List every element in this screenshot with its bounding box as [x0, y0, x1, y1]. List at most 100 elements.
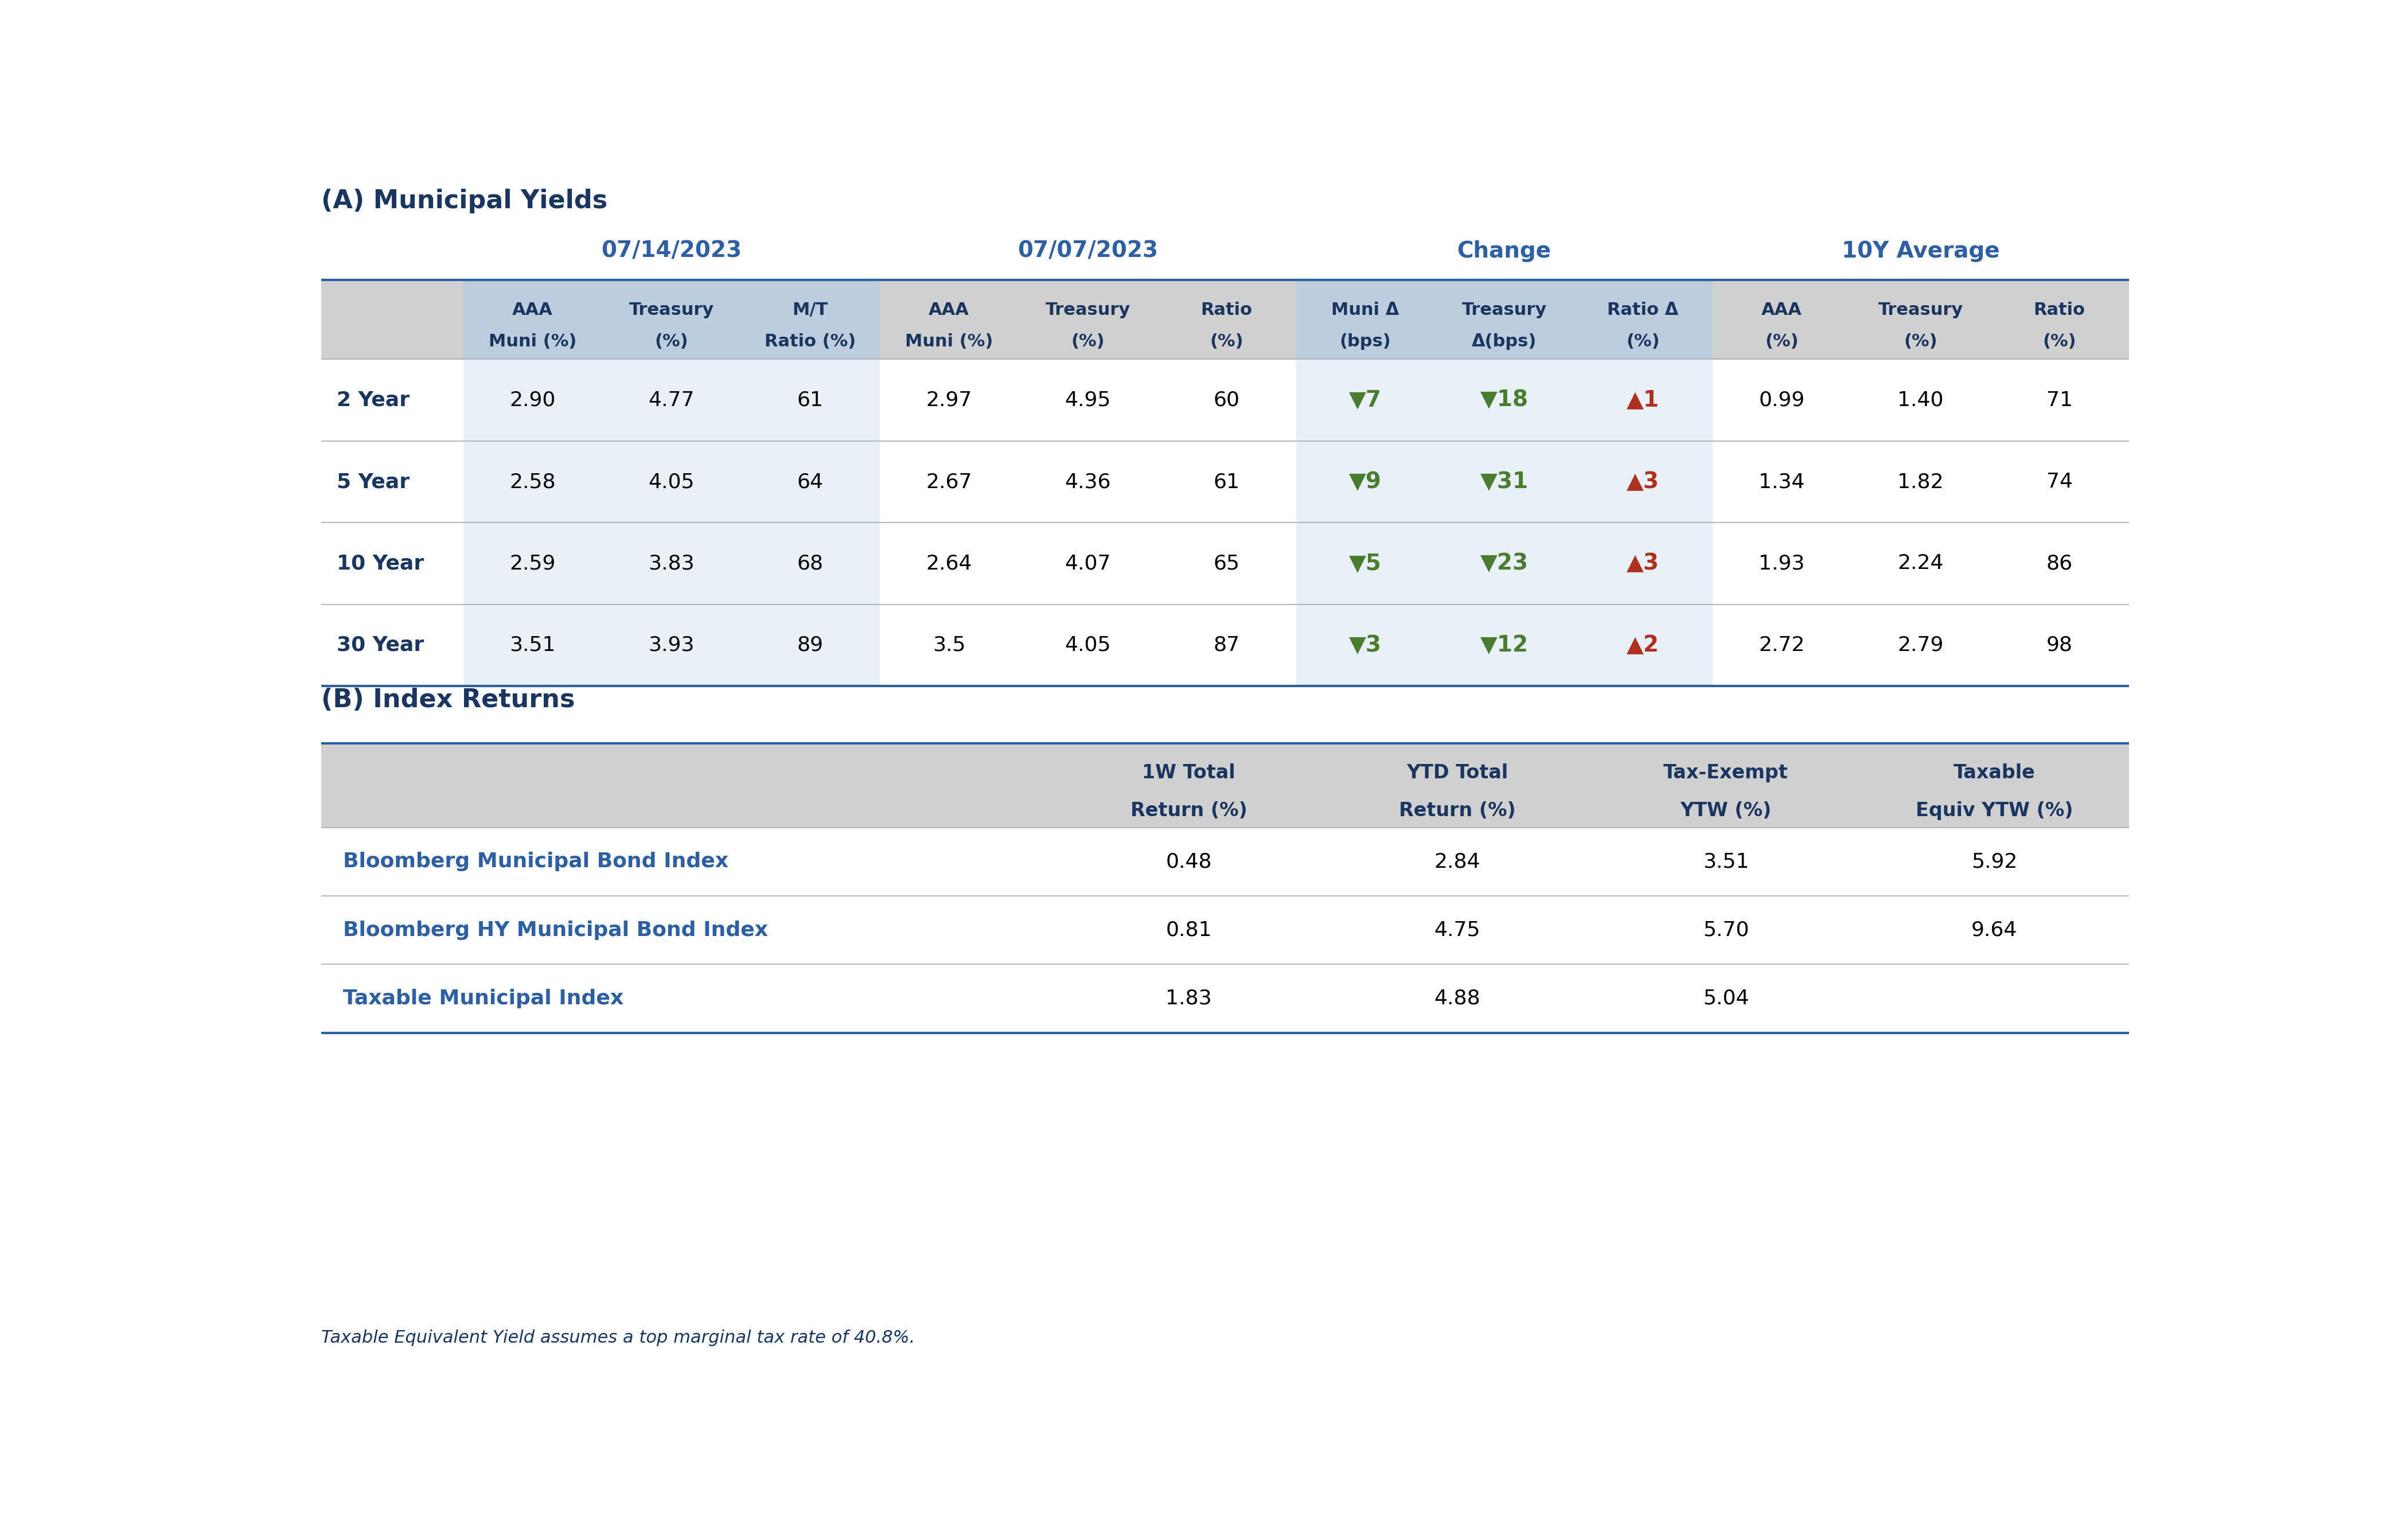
Text: AAA: AAA	[930, 302, 970, 319]
Bar	[1295, 280, 1711, 359]
Bar	[464, 522, 880, 604]
Text: (%): (%)	[1764, 334, 1800, 350]
Text: 2.72: 2.72	[1759, 636, 1804, 654]
Text: 9.64: 9.64	[1972, 921, 2017, 939]
Bar	[464, 280, 880, 359]
Text: ▼5: ▼5	[1348, 553, 1381, 574]
Text: Return (%): Return (%)	[1130, 801, 1248, 821]
Text: 1.34: 1.34	[1759, 473, 1804, 491]
Text: 2.79: 2.79	[1898, 636, 1943, 654]
Bar	[464, 359, 880, 440]
Text: (%): (%)	[1905, 334, 1938, 350]
Text: 4.05: 4.05	[648, 473, 695, 491]
Text: Δ(bps): Δ(bps)	[1472, 334, 1537, 350]
Text: Equiv YTW (%): Equiv YTW (%)	[1917, 801, 2072, 821]
Text: (A) Municipal Yields: (A) Municipal Yields	[320, 189, 607, 214]
Text: ▼7: ▼7	[1348, 390, 1381, 411]
Text: 2.90: 2.90	[509, 390, 554, 410]
Text: 3.5: 3.5	[932, 636, 966, 654]
Text: ▼3: ▼3	[1348, 634, 1381, 656]
Text: AAA: AAA	[511, 302, 552, 319]
Text: 1W Total: 1W Total	[1142, 764, 1236, 782]
Bar	[464, 604, 880, 685]
Bar	[1295, 522, 1711, 604]
Text: YTD Total: YTD Total	[1405, 764, 1508, 782]
Text: Taxable: Taxable	[1953, 764, 2036, 782]
Text: 60: 60	[1214, 390, 1240, 410]
Text: (B) Index Returns: (B) Index Returns	[320, 688, 574, 713]
Text: 0.99: 0.99	[1759, 390, 1804, 410]
Text: 3.51: 3.51	[1702, 852, 1749, 872]
Text: 10 Year: 10 Year	[337, 554, 423, 573]
Text: ▼23: ▼23	[1479, 553, 1527, 574]
Text: Ratio (%): Ratio (%)	[765, 334, 856, 350]
Text: Bloomberg HY Municipal Bond Index: Bloomberg HY Municipal Bond Index	[344, 921, 767, 939]
Text: 1.93: 1.93	[1759, 554, 1804, 573]
Bar	[320, 280, 2129, 359]
Text: 1.82: 1.82	[1898, 473, 1943, 491]
Text: 4.95: 4.95	[1066, 390, 1111, 410]
Text: 3.93: 3.93	[648, 636, 695, 654]
Text: 61: 61	[1214, 473, 1240, 491]
Text: 86: 86	[2046, 554, 2072, 573]
Text: 30 Year: 30 Year	[337, 636, 423, 654]
Text: 0.48: 0.48	[1166, 852, 1212, 872]
Text: 68: 68	[796, 554, 825, 573]
Text: 10Y Average: 10Y Average	[1843, 240, 2000, 262]
Text: 87: 87	[1214, 636, 1240, 654]
Text: ▼9: ▼9	[1348, 471, 1381, 493]
Text: 5.70: 5.70	[1702, 921, 1749, 939]
Text: ▼12: ▼12	[1479, 634, 1527, 656]
Text: Treasury: Treasury	[1044, 302, 1130, 319]
Text: (%): (%)	[1071, 334, 1104, 350]
Text: 4.36: 4.36	[1064, 473, 1111, 491]
Text: 71: 71	[2046, 390, 2072, 410]
Text: YTW (%): YTW (%)	[1680, 801, 1771, 821]
Text: 98: 98	[2046, 636, 2072, 654]
Text: ▲2: ▲2	[1628, 634, 1659, 656]
Text: Muni (%): Muni (%)	[488, 334, 576, 350]
Text: 3.83: 3.83	[648, 554, 695, 573]
Text: ▼18: ▼18	[1479, 390, 1527, 411]
Text: 4.75: 4.75	[1434, 921, 1479, 939]
Text: 1.83: 1.83	[1166, 989, 1212, 1009]
Text: 89: 89	[796, 636, 825, 654]
Text: 1.40: 1.40	[1898, 390, 1943, 410]
Text: 2.58: 2.58	[509, 473, 557, 491]
Text: 61: 61	[796, 390, 825, 410]
Text: (bps): (bps)	[1341, 334, 1391, 350]
Text: 2.67: 2.67	[925, 473, 973, 491]
Bar	[320, 744, 2129, 827]
Text: 0.81: 0.81	[1166, 921, 1212, 939]
Text: 2 Year: 2 Year	[337, 390, 409, 410]
Text: 5.92: 5.92	[1972, 852, 2017, 872]
Bar	[464, 440, 880, 522]
Text: Return (%): Return (%)	[1398, 801, 1515, 821]
Text: Taxable Equivalent Yield assumes a top marginal tax rate of 40.8%.: Taxable Equivalent Yield assumes a top m…	[320, 1329, 915, 1346]
Text: 07/07/2023: 07/07/2023	[1018, 240, 1159, 262]
Text: 4.77: 4.77	[648, 390, 695, 410]
Text: 2.97: 2.97	[925, 390, 973, 410]
Text: 64: 64	[796, 473, 825, 491]
Text: ▲3: ▲3	[1628, 553, 1659, 574]
Text: 2.59: 2.59	[509, 554, 554, 573]
Text: 3.51: 3.51	[509, 636, 557, 654]
Text: 2.84: 2.84	[1434, 852, 1479, 872]
Text: ▲3: ▲3	[1628, 471, 1659, 493]
Text: 07/14/2023: 07/14/2023	[602, 240, 741, 262]
Text: Change: Change	[1458, 240, 1551, 262]
Text: ▲1: ▲1	[1628, 390, 1659, 411]
Bar	[1295, 604, 1711, 685]
Text: (%): (%)	[1625, 334, 1659, 350]
Text: 4.05: 4.05	[1064, 636, 1111, 654]
Text: 2.64: 2.64	[925, 554, 973, 573]
Text: 4.88: 4.88	[1434, 989, 1479, 1009]
Text: Ratio: Ratio	[2034, 302, 2084, 319]
Text: 5.04: 5.04	[1702, 989, 1749, 1009]
Text: 65: 65	[1214, 554, 1240, 573]
Text: ▼31: ▼31	[1479, 471, 1527, 493]
Text: Treasury: Treasury	[1463, 302, 1546, 319]
Text: Ratio Δ: Ratio Δ	[1608, 302, 1678, 319]
Text: (%): (%)	[2043, 334, 2077, 350]
Text: Muni (%): Muni (%)	[906, 334, 992, 350]
